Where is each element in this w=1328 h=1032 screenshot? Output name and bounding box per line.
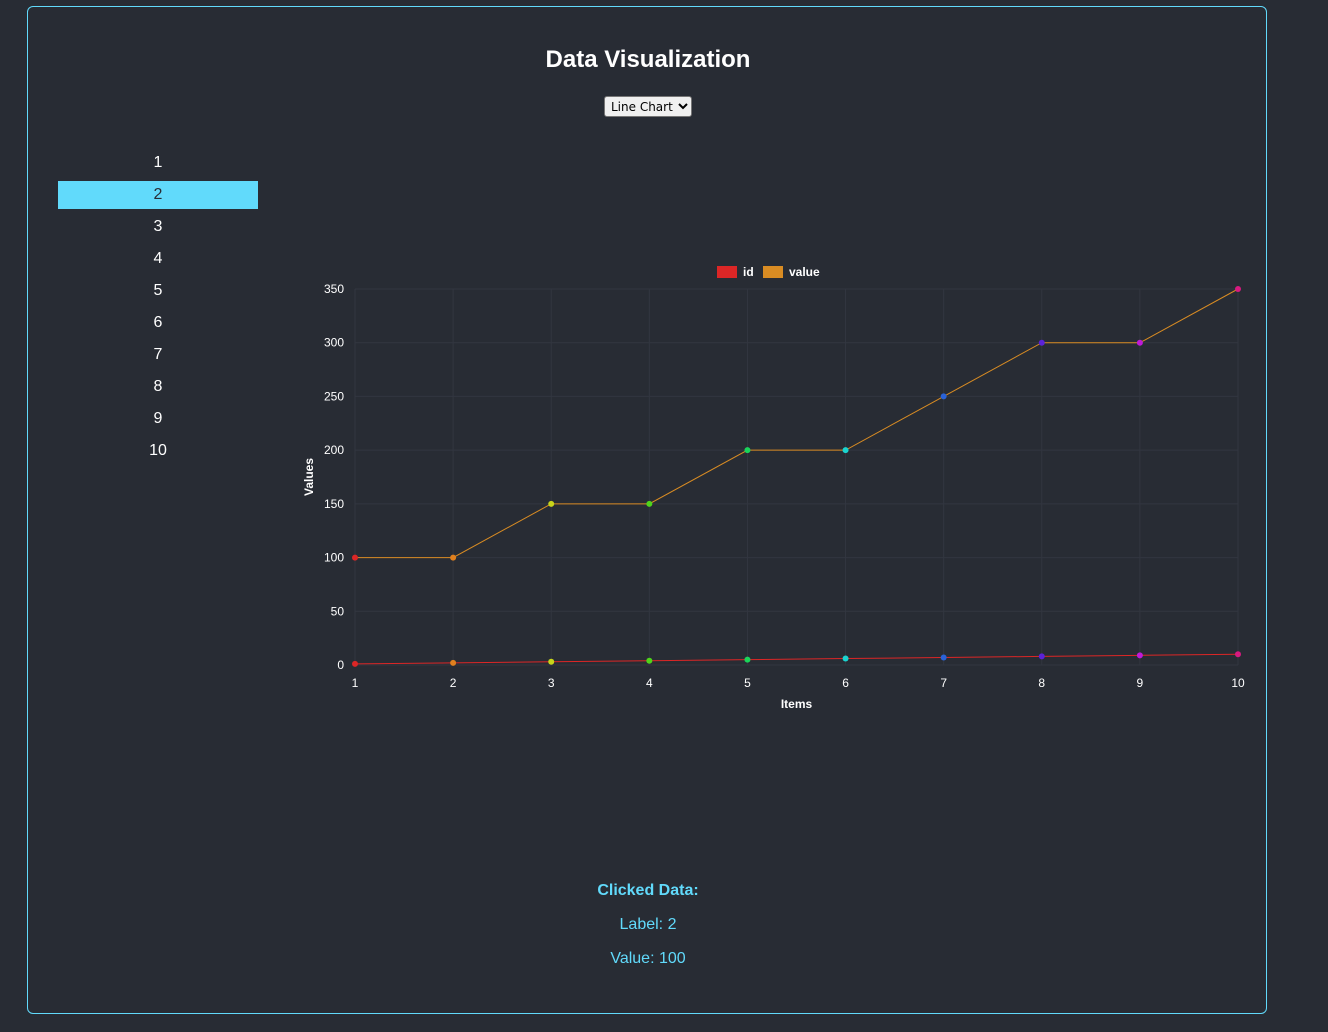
data-point-id xyxy=(1136,652,1143,659)
x-tick-label: 1 xyxy=(352,676,359,690)
list-item[interactable]: 5 xyxy=(153,282,163,299)
clicked-data-heading: Clicked Data: xyxy=(597,882,699,899)
y-axis-title: Values xyxy=(302,458,316,496)
y-tick-label: 200 xyxy=(324,443,344,457)
x-tick-label: 3 xyxy=(548,676,555,690)
data-point-value xyxy=(940,393,947,400)
x-tick-label: 9 xyxy=(1137,676,1144,690)
chart-type-select[interactable]: Line Chart xyxy=(604,96,692,117)
data-point-value xyxy=(450,554,457,561)
data-point-id xyxy=(1235,651,1241,658)
x-tick-label: 2 xyxy=(450,676,457,690)
y-tick-label: 50 xyxy=(331,604,345,618)
data-point-value xyxy=(1038,339,1045,346)
x-tick-label: 10 xyxy=(1231,676,1245,690)
y-tick-label: 0 xyxy=(337,658,344,672)
list-item[interactable]: 1 xyxy=(153,154,163,171)
data-point-value xyxy=(646,500,653,507)
clicked-label: Label: 2 xyxy=(619,916,677,933)
clicked-value: Value: 100 xyxy=(610,950,686,967)
data-point-value xyxy=(548,500,555,507)
data-point-id xyxy=(842,655,849,662)
x-axis-title: Items xyxy=(781,697,813,711)
app-container xyxy=(27,6,1267,1014)
x-tick-label: 5 xyxy=(744,676,751,690)
data-point-id xyxy=(1038,653,1045,660)
x-tick-label: 4 xyxy=(646,676,653,690)
data-point-value xyxy=(842,447,849,454)
legend-swatch-value xyxy=(763,266,783,278)
series-line-value xyxy=(355,288,1239,559)
legend-label-id: id xyxy=(743,265,754,279)
list-item[interactable]: 6 xyxy=(153,314,163,331)
list-item[interactable]: 2 xyxy=(58,181,258,209)
list-item[interactable]: 10 xyxy=(149,442,167,459)
y-tick-label: 100 xyxy=(324,551,344,565)
legend-swatch-id xyxy=(717,266,737,278)
data-point-value xyxy=(744,447,751,454)
data-point-id xyxy=(352,660,358,667)
clicked-data-panel: Clicked Data: Label: 2 Value: 100 xyxy=(0,878,1296,972)
y-tick-label: 300 xyxy=(324,336,344,350)
data-point-value xyxy=(1136,339,1143,346)
page-title: Data Visualization xyxy=(545,46,751,73)
legend-label-value: value xyxy=(789,265,820,279)
data-point-id xyxy=(940,654,947,661)
data-point-value xyxy=(1235,286,1241,292)
item-list: 1 2 3 4 5 6 7 8 9 10 xyxy=(58,149,258,469)
list-item[interactable]: 9 xyxy=(153,410,163,427)
data-point-id xyxy=(450,659,457,666)
line-chart[interactable]: 0 50 100 150 200 250 300 350 1 2 3 4 5 6 7 8 9 10 Items Val… xyxy=(290,255,1260,725)
x-tick-label: 8 xyxy=(1038,676,1045,690)
list-item[interactable]: 8 xyxy=(153,378,163,395)
y-tick-label: 350 xyxy=(324,282,344,296)
data-point-value xyxy=(352,554,358,561)
list-item[interactable]: 7 xyxy=(153,346,163,363)
data-point-id xyxy=(744,656,751,663)
data-point-id xyxy=(548,658,555,665)
list-item[interactable]: 3 xyxy=(153,218,163,235)
series-line-id xyxy=(354,653,1239,665)
x-tick-label: 7 xyxy=(940,676,947,690)
y-tick-label: 150 xyxy=(324,497,344,511)
y-tick-label: 250 xyxy=(324,389,344,403)
data-point-id xyxy=(646,657,653,664)
list-item[interactable]: 4 xyxy=(153,250,163,267)
x-tick-label: 6 xyxy=(842,676,849,690)
